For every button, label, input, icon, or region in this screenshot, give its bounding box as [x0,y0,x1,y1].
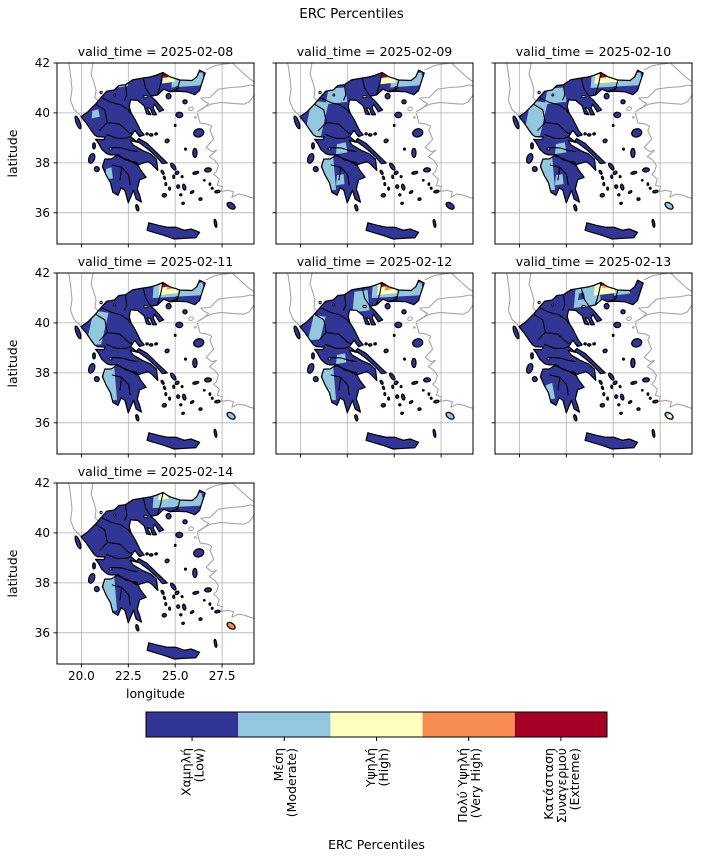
facet-map-2025-02-09 [272,62,474,248]
axis-ticks [53,272,223,458]
svg-text:36: 36 [35,416,50,430]
neighbor-borders [506,62,693,199]
svg-text:38: 38 [35,156,50,170]
coastline [293,69,455,240]
axis-ticks [272,272,442,458]
colorbar-label-high: Υψηλή(High) [363,748,391,788]
axes-frame [494,62,693,245]
region-borders [533,72,619,186]
svg-text:22.5: 22.5 [115,669,142,683]
facet-title: valid_time = 2025-02-12 [296,254,453,269]
figure-title: ERC Percentiles [299,6,404,22]
neighbor-borders [68,62,255,199]
coastline [74,69,236,240]
y-axis-label: latitude [5,129,20,177]
svg-text:42: 42 [35,266,50,280]
svg-text:40: 40 [35,316,50,330]
region-borders [95,282,181,396]
axes-frame [56,482,255,665]
facet-title: valid_time = 2025-02-09 [296,44,453,59]
region-borders [95,492,181,606]
svg-text:20.0: 20.0 [68,669,95,683]
axis-ticks [272,62,442,248]
land [75,280,236,449]
svg-text:42: 42 [35,56,50,70]
svg-text:27.5: 27.5 [209,669,236,683]
facet-map-2025-02-14: 36 38 40 42 latitude 20.0 22.5 25.0 27.5 longitud… [5,476,255,701]
coastline [293,279,455,450]
facet-title: valid_time = 2025-02-08 [77,44,234,59]
axis-ticks [53,62,223,248]
x-tick-labels: 20.0 22.5 25.0 27.5 [68,669,235,683]
svg-text:38: 38 [35,366,50,380]
svg-text:40: 40 [35,106,50,120]
svg-text:25.0: 25.0 [162,669,189,683]
colorbar: Χαμηλή(Low) Μέση(Moderate) Υψηλή(High) Πολύ… [145,711,608,852]
facet-map-2025-02-13 [491,272,693,458]
coastline [512,279,674,450]
x-axis-label: longitude [126,686,185,701]
neighbor-borders [287,62,474,199]
facet-map-2025-02-10 [491,62,693,248]
coastline [74,489,236,660]
svg-text:36: 36 [35,626,50,640]
colorbar-category-labels: Χαμηλή(Low) Μέση(Moderate) Υψηλή(High) Πολύ… [179,748,582,823]
y-tick-labels: 36 38 40 42 [35,56,50,220]
colorbar-swatches [146,712,607,737]
svg-text:40: 40 [35,526,50,540]
axes-frame [56,272,255,455]
axes-frame [275,62,474,245]
coastline [74,279,236,450]
region-borders [314,282,400,396]
facet-title: valid_time = 2025-02-14 [77,464,234,479]
facet-title: valid_time = 2025-02-13 [515,254,672,269]
svg-text:42: 42 [35,476,50,490]
colorbar-label-moderate: Μέση(Moderate) [271,748,299,817]
neighbor-borders [68,272,255,409]
y-axis-label: latitude [5,339,20,387]
y-tick-labels: 36 38 40 42 [35,476,50,640]
gridlines [57,272,254,454]
svg-text:36: 36 [35,206,50,220]
neighbor-borders [287,272,474,409]
land [75,70,236,239]
y-tick-labels: 36 38 40 42 [35,266,50,430]
svg-text:38: 38 [35,576,50,590]
axes-frame [56,62,255,245]
axis-ticks [491,62,661,248]
colorbar-label-very_high: Πολύ Υψηλή(Very High) [455,748,483,823]
colorbar-ticks [191,737,562,741]
facet-map-2025-02-08: 36 38 40 42 latitude [5,56,255,248]
axis-ticks [53,482,223,668]
facet-map-2025-02-11: 36 38 40 42 latitude [5,266,255,458]
colorbar-label-extreme: ΚατάστασηΣυναγερμού(Extreme) [541,748,582,823]
colorbar-label-low: Χαμηλή(Low) [179,748,207,796]
coastline [512,69,674,240]
neighbor-borders [506,272,693,409]
colorbar-axis-label: ERC Percentiles [328,837,425,852]
facet-map-2025-02-12 [272,272,474,458]
axis-ticks [491,272,661,458]
region-borders [95,72,181,186]
axes-frame [275,272,474,455]
neighbor-borders [68,482,255,619]
facet-title: valid_time = 2025-02-10 [515,44,672,59]
axes-frame [494,272,693,455]
y-axis-label: latitude [5,549,20,597]
facet-title: valid_time = 2025-02-11 [77,254,234,269]
